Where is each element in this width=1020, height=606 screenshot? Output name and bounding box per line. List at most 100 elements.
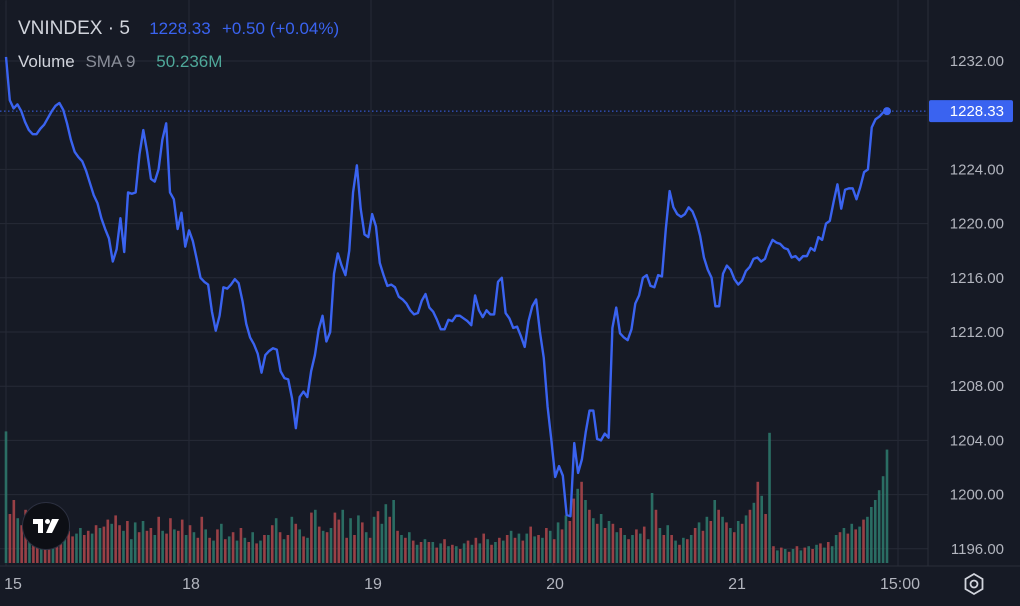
volume-bar [329,528,333,563]
volume-bar [670,535,673,563]
volume-bar [400,535,403,563]
volume-bar [223,539,227,563]
volume-bar [141,521,145,563]
volume-bar [517,533,521,563]
volume-bar [47,537,51,563]
volume-bar [521,540,525,563]
volume-bar [826,542,830,563]
volume-bar [79,528,82,563]
volume-bar [509,530,513,563]
volume-bar [846,533,850,563]
y-tick-label: 1212.00 [950,324,1004,341]
volume-bar [180,519,184,563]
volume-bar [294,523,298,563]
volume-bar [529,526,532,563]
volume-bar [689,535,693,563]
volume-bar [764,514,767,563]
tradingview-logo-icon[interactable] [22,502,70,550]
last-price-dot [883,107,891,116]
volume-bar [568,521,572,563]
volume-bar [854,529,857,563]
price-tag-label: 1228.33 [950,103,1004,120]
volume-bar [384,504,388,563]
volume-bar [572,498,576,563]
volume-bar [807,546,810,563]
volume-bar [682,537,685,563]
volume-bar [4,431,8,563]
x-tick-label: 15 [4,576,22,593]
volume-bar [267,535,270,563]
volume-bar [580,481,583,563]
volume-bar [474,537,478,563]
volume-bar [239,528,243,563]
volume-bar [173,529,176,563]
volume-bar [204,529,207,563]
volume-bar [787,551,791,563]
settings-gear-icon[interactable] [962,572,986,596]
volume-bar [783,549,787,563]
volume-legend: Volume SMA 9 50.236M [18,52,222,72]
volume-bar [576,488,579,563]
volume-bar [376,511,380,563]
symbol-label: VNINDEX · 5 [18,18,130,39]
volume-bar [548,530,552,563]
volume-bar [364,532,368,563]
volume-bar [145,530,149,563]
volume-bar [701,530,705,563]
volume-bar [623,535,626,563]
volume-bar [451,544,454,563]
volume-bar [709,521,713,563]
symbol-legend: VNINDEX · 5 1228.33 +0.50 (+0.04%) [18,18,339,40]
volume-bar [247,542,251,563]
volume-bar [255,543,258,563]
volume-bar [431,542,435,563]
volume-bar [772,546,775,563]
volume-bar [584,500,587,563]
volume-bar [110,523,114,563]
volume-bar [525,533,529,563]
volume-bar [732,532,736,563]
volume-bar [866,516,869,563]
volume-bar [501,540,505,563]
volume-bar [486,539,489,563]
volume-bar [803,547,807,563]
volume-bar [505,535,509,563]
volume-bar [325,532,329,563]
volume-bar [885,449,889,563]
y-tick-label: 1208.00 [950,378,1004,395]
volume-bar [713,500,717,563]
volume-bar [842,528,846,563]
volume-bar [227,536,231,563]
volume-bar [599,514,603,563]
volume-bar [564,515,568,563]
volume-bar [791,549,795,563]
volume-bar [881,476,885,563]
volume-bar [196,537,200,563]
volume-bar [654,509,658,563]
volume-bar [650,493,654,563]
volume-bar [427,542,431,563]
volume-bar [200,516,204,563]
volume-bar [478,543,482,563]
volume-bar [149,528,153,563]
volume-value: 50.236M [156,52,223,71]
y-tick-label: 1200.00 [950,487,1004,504]
volume-bar [752,502,756,563]
volume-bar [28,532,31,563]
volume-bar [98,528,102,563]
volume-bar [627,539,630,563]
volume-bar [102,526,106,563]
volume-bar [274,518,278,563]
volume-bar [75,533,78,563]
volume-bar [560,529,564,563]
volume-bar [823,547,826,563]
volume-bar [740,523,744,563]
volume-bar [674,540,677,563]
volume-bar [94,525,98,563]
volume-bar [470,544,474,563]
volume-bar [811,549,814,563]
volume-bar [169,518,172,563]
volume-bar [298,529,301,563]
